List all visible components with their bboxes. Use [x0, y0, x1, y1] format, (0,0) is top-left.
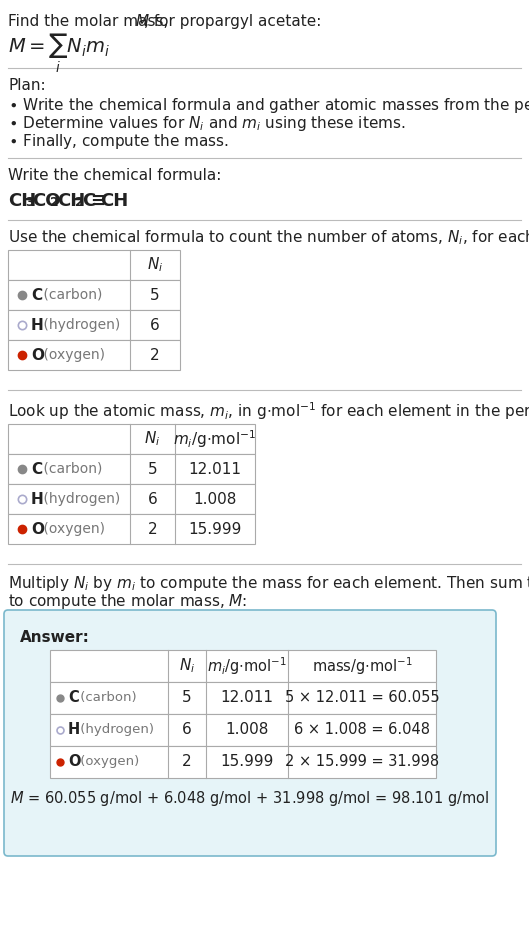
Text: (carbon): (carbon)	[39, 462, 103, 476]
Text: $m_i$/g$\cdot$mol$^{-1}$: $m_i$/g$\cdot$mol$^{-1}$	[174, 429, 257, 450]
Text: CH: CH	[101, 192, 129, 210]
Text: (carbon): (carbon)	[76, 691, 136, 705]
Bar	[8, 250, 180, 280]
Text: M: M	[136, 14, 149, 29]
Text: 15.999: 15.999	[220, 755, 273, 770]
Bar	[8, 340, 180, 370]
Text: , for propargyl acetate:: , for propargyl acetate:	[144, 14, 322, 29]
Text: 2: 2	[182, 755, 192, 770]
Bar	[8, 514, 255, 544]
Bar	[8, 454, 255, 484]
Text: CH: CH	[57, 192, 86, 210]
Text: 1.008: 1.008	[193, 492, 236, 507]
Text: 5 × 12.011 = 60.055: 5 × 12.011 = 60.055	[285, 690, 439, 706]
Text: 12.011: 12.011	[188, 462, 242, 477]
Text: (carbon): (carbon)	[39, 288, 103, 302]
Text: $N_i$: $N_i$	[144, 430, 161, 448]
Bar	[50, 746, 436, 778]
Text: $\bullet$ Write the chemical formula and gather atomic masses from the periodic : $\bullet$ Write the chemical formula and…	[8, 96, 529, 115]
Bar	[8, 484, 255, 514]
Text: O: O	[68, 755, 80, 770]
Text: mass/g$\cdot$mol$^{-1}$: mass/g$\cdot$mol$^{-1}$	[312, 655, 413, 677]
Bar	[50, 650, 436, 682]
Text: O: O	[31, 522, 44, 537]
Text: (oxygen): (oxygen)	[76, 755, 139, 769]
Text: 2 × 15.999 = 31.998: 2 × 15.999 = 31.998	[285, 755, 439, 770]
Text: $\bullet$ Finally, compute the mass.: $\bullet$ Finally, compute the mass.	[8, 132, 229, 151]
Text: 15.999: 15.999	[188, 522, 242, 537]
Text: 5: 5	[148, 462, 157, 477]
Text: 1.008: 1.008	[225, 723, 269, 738]
Text: 12.011: 12.011	[221, 690, 273, 706]
Bar	[50, 682, 436, 714]
Text: Answer:: Answer:	[20, 630, 90, 645]
Bar	[8, 424, 255, 454]
Text: 2: 2	[75, 196, 84, 209]
Text: (oxygen): (oxygen)	[39, 522, 105, 536]
FancyBboxPatch shape	[4, 610, 496, 856]
Text: Use the chemical formula to count the number of atoms, $N_i$, for each element:: Use the chemical formula to count the nu…	[8, 228, 529, 247]
Text: $M = \sum_i N_i m_i$: $M = \sum_i N_i m_i$	[8, 32, 110, 75]
Text: $N_i$: $N_i$	[147, 255, 163, 274]
Text: 6: 6	[148, 492, 157, 507]
Text: C: C	[31, 287, 42, 302]
Text: C: C	[31, 462, 42, 477]
Text: Multiply $N_i$ by $m_i$ to compute the mass for each element. Then sum those val: Multiply $N_i$ by $m_i$ to compute the m…	[8, 574, 529, 593]
Text: Find the molar mass,: Find the molar mass,	[8, 14, 174, 29]
Text: Plan:: Plan:	[8, 78, 45, 93]
Text: H: H	[31, 317, 44, 333]
Text: C: C	[68, 690, 79, 706]
Text: (oxygen): (oxygen)	[39, 348, 105, 362]
Text: $M$ = 60.055 g/mol + 6.048 g/mol + 31.998 g/mol = 98.101 g/mol: $M$ = 60.055 g/mol + 6.048 g/mol + 31.99…	[10, 788, 490, 807]
Text: 6: 6	[150, 317, 160, 333]
Text: (hydrogen): (hydrogen)	[39, 492, 120, 506]
Bar	[50, 714, 436, 746]
Text: $m_i$/g$\cdot$mol$^{-1}$: $m_i$/g$\cdot$mol$^{-1}$	[207, 655, 287, 677]
Text: (hydrogen): (hydrogen)	[39, 318, 120, 332]
Bar	[8, 310, 180, 340]
Text: 5: 5	[150, 287, 160, 302]
Text: 2: 2	[50, 196, 59, 209]
Text: O: O	[31, 348, 44, 363]
Text: Look up the atomic mass, $m_i$, in g$\cdot$mol$^{-1}$ for each element in the pe: Look up the atomic mass, $m_i$, in g$\cd…	[8, 400, 529, 422]
Text: to compute the molar mass, $M$:: to compute the molar mass, $M$:	[8, 592, 248, 611]
Text: 6: 6	[182, 723, 192, 738]
Text: CO: CO	[33, 192, 61, 210]
Text: 2: 2	[148, 522, 157, 537]
Text: 5: 5	[182, 690, 192, 706]
Text: $N_i$: $N_i$	[179, 657, 195, 675]
Text: $\bullet$ Determine values for $N_i$ and $m_i$ using these items.: $\bullet$ Determine values for $N_i$ and…	[8, 114, 406, 133]
Bar	[8, 280, 180, 310]
Text: (hydrogen): (hydrogen)	[76, 723, 153, 737]
Text: 2: 2	[150, 348, 160, 363]
Text: 6 × 1.008 = 6.048: 6 × 1.008 = 6.048	[294, 723, 430, 738]
Text: H: H	[31, 492, 44, 507]
Text: Write the chemical formula:: Write the chemical formula:	[8, 168, 221, 183]
Text: ≡: ≡	[90, 192, 106, 210]
Text: 3: 3	[25, 196, 34, 209]
Text: CH: CH	[8, 192, 37, 210]
Text: C: C	[82, 192, 95, 210]
Text: H: H	[68, 723, 80, 738]
